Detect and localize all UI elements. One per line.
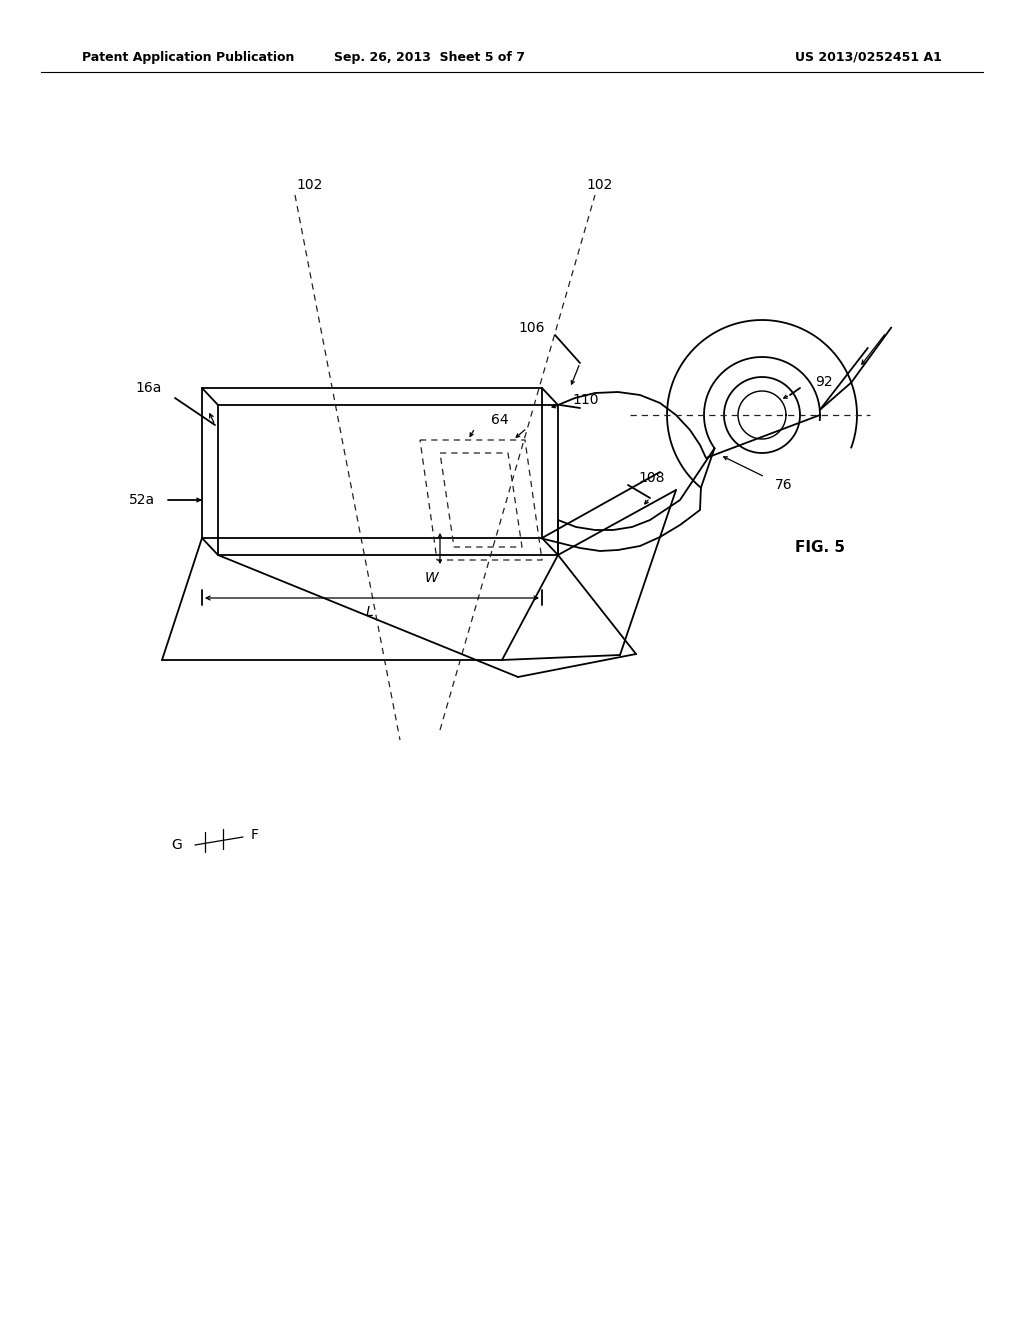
Text: Patent Application Publication: Patent Application Publication <box>82 50 294 63</box>
Text: 102: 102 <box>297 178 324 191</box>
Text: 64: 64 <box>492 413 509 426</box>
Text: L: L <box>367 605 374 619</box>
Text: 16a: 16a <box>135 381 162 395</box>
Text: W: W <box>425 572 439 585</box>
Text: FIG. 5: FIG. 5 <box>795 540 845 556</box>
Text: 92: 92 <box>815 375 833 389</box>
Text: 108: 108 <box>638 471 665 484</box>
Text: US 2013/0252451 A1: US 2013/0252451 A1 <box>795 50 942 63</box>
Text: 52a: 52a <box>129 492 155 507</box>
Text: 76: 76 <box>775 478 793 492</box>
Text: 110: 110 <box>572 393 598 407</box>
Text: 102: 102 <box>587 178 613 191</box>
Text: G: G <box>172 838 182 851</box>
Text: Sep. 26, 2013  Sheet 5 of 7: Sep. 26, 2013 Sheet 5 of 7 <box>335 50 525 63</box>
Text: 106: 106 <box>518 321 545 335</box>
Text: F: F <box>251 828 259 842</box>
